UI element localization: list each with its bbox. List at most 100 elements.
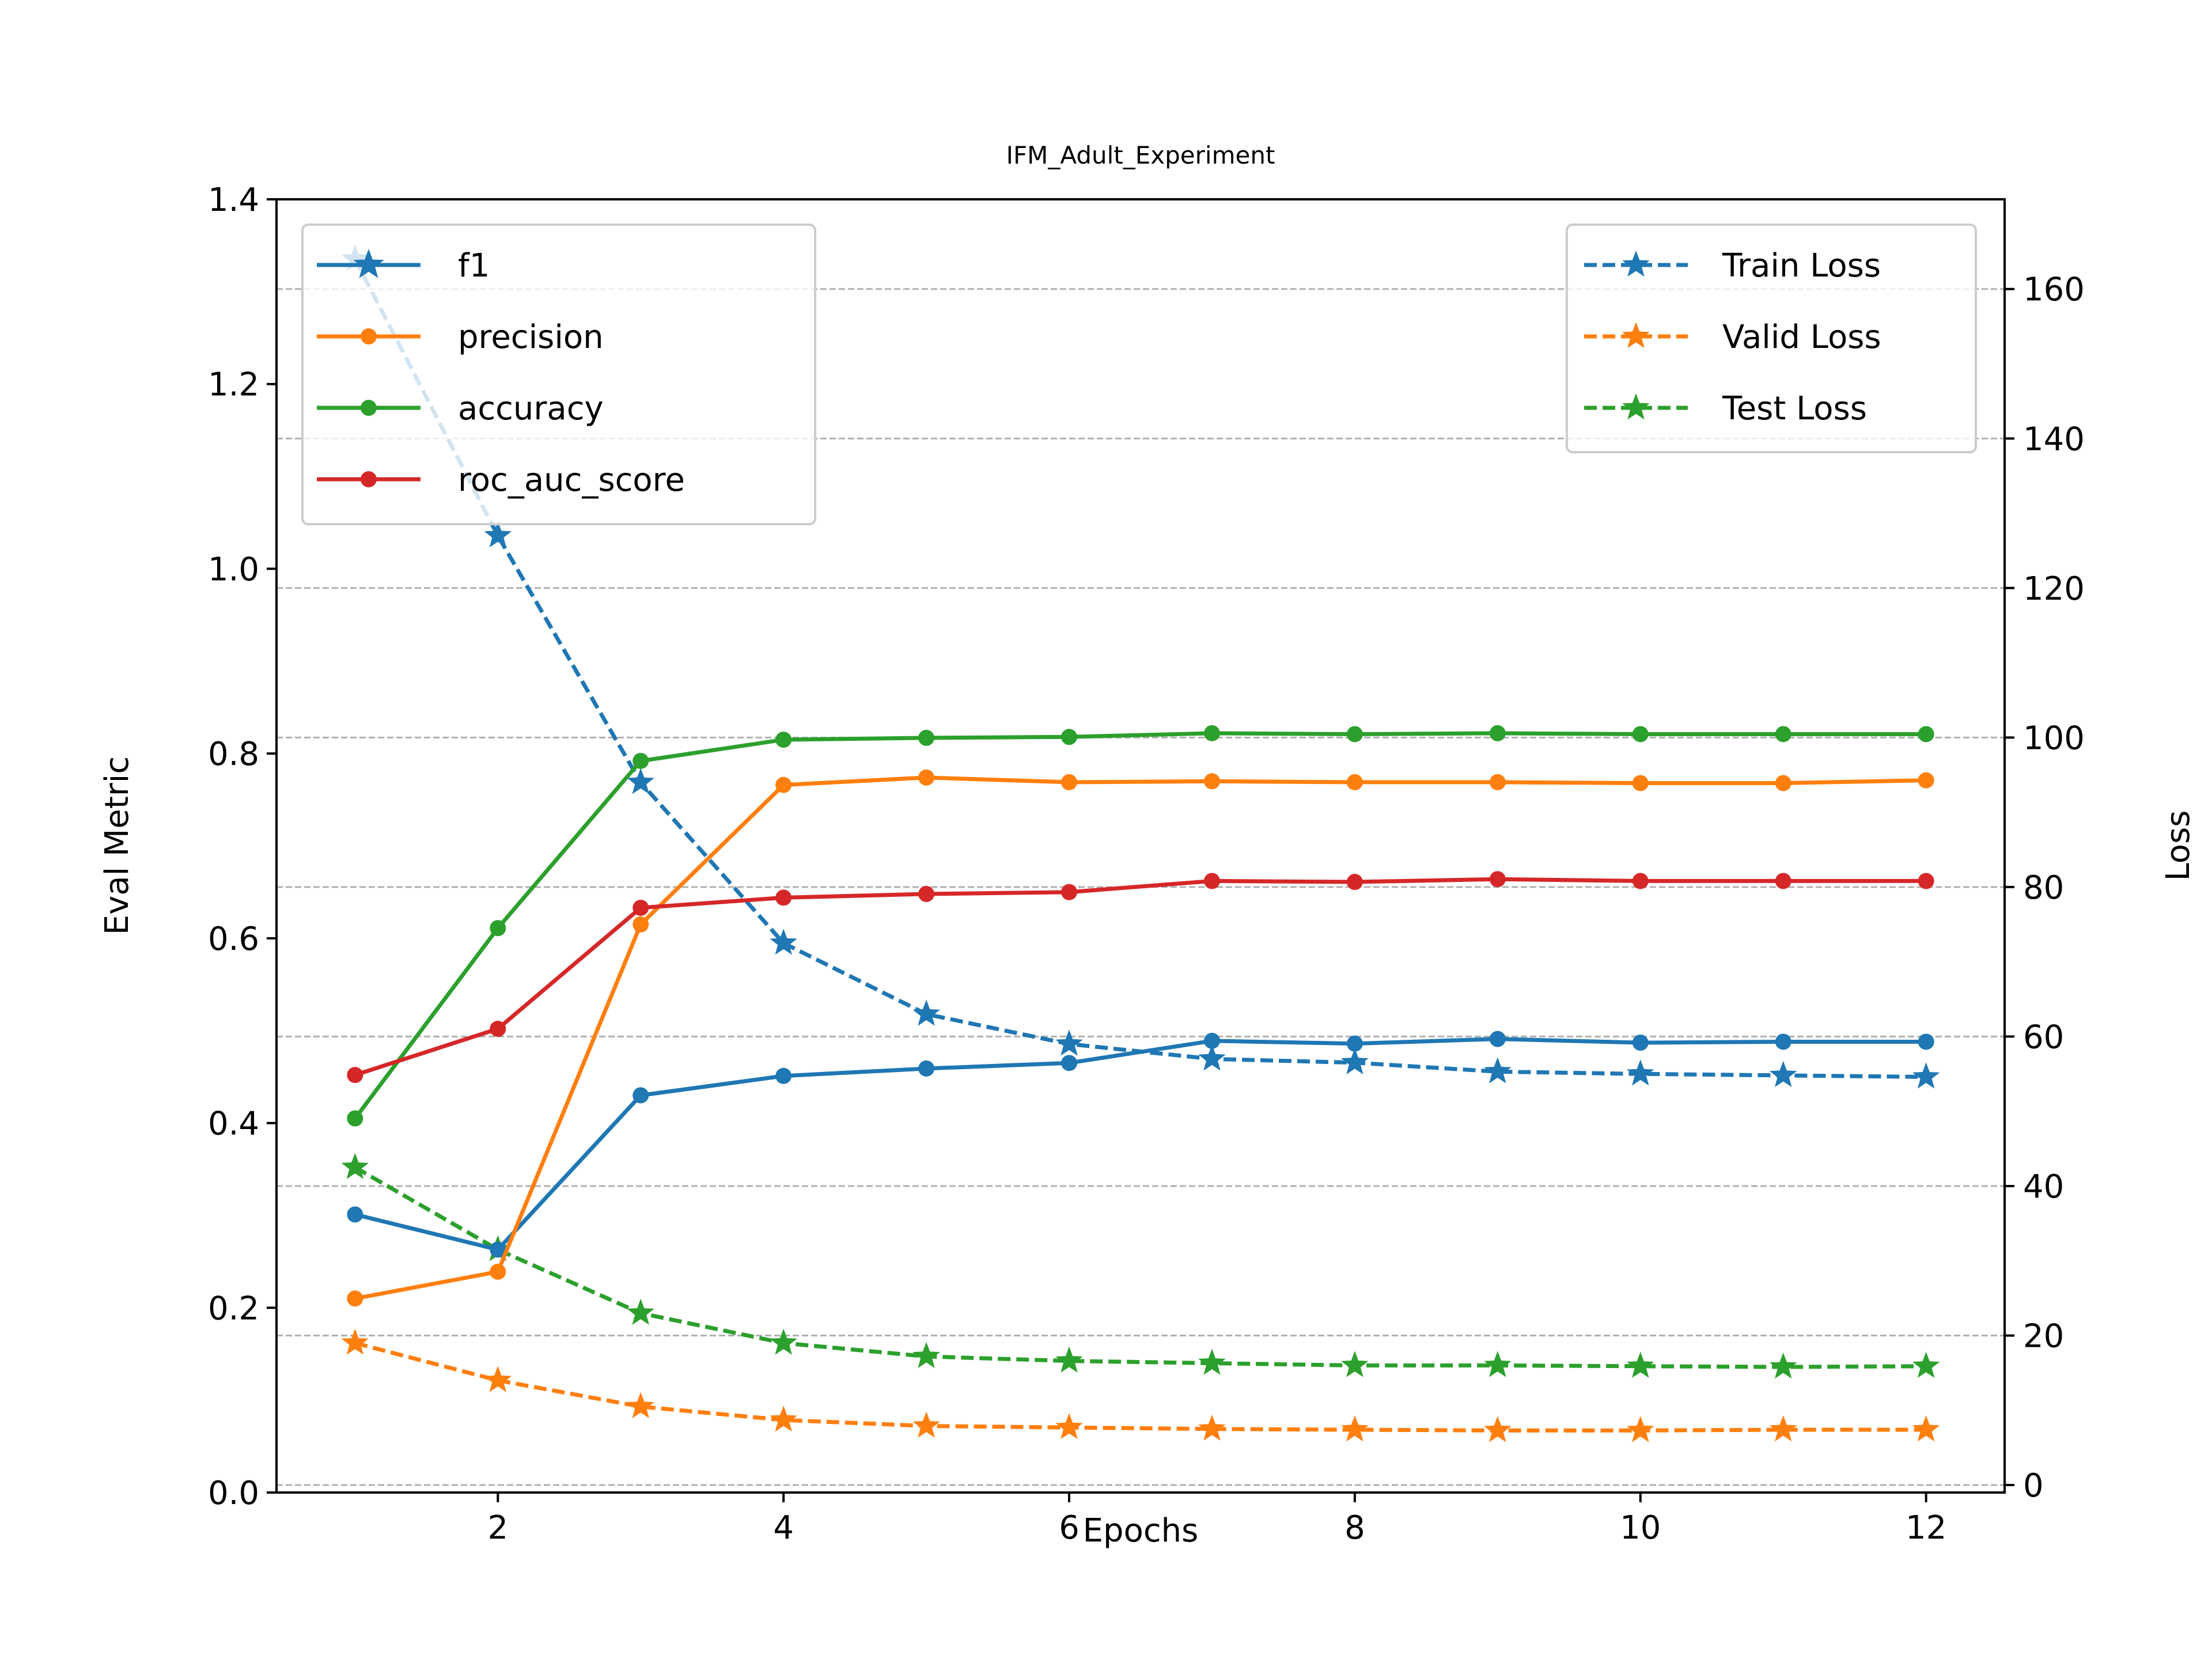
x-tick-label-2: 2: [487, 1509, 508, 1547]
loss-point-1-6: [1198, 1414, 1226, 1441]
metric-legend-label-2: accuracy: [458, 390, 604, 427]
loss-legend-label-0: Train Loss: [1722, 247, 1881, 285]
loss-point-1-5: [1055, 1413, 1083, 1440]
y-tick-label-1.4: 1.4: [208, 181, 259, 219]
loss-point-2-8: [1484, 1351, 1512, 1377]
metric-point-2-9: [1632, 726, 1649, 743]
metric-point-3-7: [1346, 874, 1363, 891]
loss-point-1-11: [1912, 1415, 1940, 1442]
metric-point-0-4: [918, 1060, 935, 1077]
loss-point-1-2: [627, 1392, 654, 1418]
loss-point-2-11: [1912, 1351, 1940, 1378]
metric-point-1-6: [1203, 773, 1220, 790]
loss-legend-marker-0: [1622, 251, 1650, 277]
y2-tick-label-140: 140: [2023, 421, 2085, 458]
metric-point-3-9: [1632, 873, 1649, 889]
loss-point-1-1: [484, 1366, 512, 1392]
y2-axis-label: Loss: [2160, 810, 2197, 881]
y-axis-label: Eval Metric: [99, 756, 136, 935]
metric-point-1-8: [1489, 774, 1506, 790]
metric-point-3-1: [490, 1021, 506, 1037]
loss-point-2-0: [341, 1153, 369, 1179]
metric-legend-marker-2: [361, 400, 377, 416]
loss-legend-label-1: Valid Loss: [1722, 319, 1881, 356]
loss-point-0-1: [484, 521, 512, 548]
loss-legend-label-2: Test Loss: [1722, 390, 1867, 427]
y2-tick-label-40: 40: [2023, 1168, 2064, 1206]
plot-series: [341, 244, 1940, 1442]
metric-point-1-9: [1632, 775, 1649, 791]
metric-point-0-7: [1346, 1035, 1363, 1052]
loss-point-0-5: [1055, 1029, 1083, 1056]
plot-frame: [275, 198, 2006, 1494]
metric-point-0-1: [490, 1241, 506, 1258]
metric-legend-label-3: roc_auc_score: [458, 461, 685, 499]
metric-point-2-5: [1061, 729, 1078, 745]
chart-title: IFM_Adult_Experiment: [1006, 141, 1275, 169]
x-tick-label-10: 10: [1620, 1509, 1661, 1547]
x-tick-label-8: 8: [1344, 1509, 1365, 1547]
y2-tick-label-80: 80: [2023, 869, 2064, 907]
metric-point-3-3: [775, 889, 792, 906]
metric-legend-label-0: f1: [458, 247, 490, 285]
metric-legend-marker-0: [353, 249, 384, 278]
metric-point-1-10: [1775, 775, 1791, 791]
metric-legend-box: [301, 224, 816, 525]
metric-series-line-3: [354, 877, 1926, 1077]
loss-point-2-6: [1198, 1349, 1226, 1375]
loss-point-1-10: [1769, 1415, 1797, 1442]
loss-point-0-11: [1912, 1062, 1940, 1089]
loss-point-0-8: [1484, 1057, 1512, 1084]
metric-point-0-10: [1775, 1033, 1791, 1050]
metric-point-3-2: [632, 899, 649, 916]
y-tick-label-1.0: 1.0: [208, 551, 259, 588]
y-tick-label-0.4: 0.4: [208, 1105, 259, 1143]
metric-series-line-1: [354, 775, 1926, 1301]
loss-point-0-2: [627, 768, 654, 794]
metric-point-3-8: [1489, 871, 1506, 888]
x-tick-label-4: 4: [773, 1509, 794, 1547]
loss-point-1-0: [341, 1328, 369, 1355]
loss-point-0-4: [912, 999, 940, 1026]
metric-point-0-3: [775, 1067, 792, 1084]
y-tick-label-0.2: 0.2: [208, 1290, 259, 1327]
loss-point-2-9: [1627, 1351, 1654, 1378]
y-tick-label-0.6: 0.6: [208, 921, 259, 958]
metric-point-3-0: [347, 1067, 363, 1084]
metric-point-0-6: [1203, 1032, 1220, 1049]
loss-point-2-4: [912, 1342, 940, 1368]
y2-tick-label-120: 120: [2023, 570, 2085, 608]
axes: 2 4 6 8 10 12 0.0 0.2 0.4 0.6 0.8 1.0 1.2 1.4 0 20 40 60 8…: [208, 181, 2085, 1547]
metric-point-1-11: [1918, 772, 1934, 789]
metric-point-2-7: [1346, 726, 1363, 743]
legends: f1 precision accuracy roc_auc_score Train Lo…: [301, 224, 1977, 525]
loss-point-1-7: [1341, 1415, 1369, 1442]
metric-point-1-1: [490, 1263, 506, 1280]
metric-point-2-8: [1489, 725, 1506, 741]
metric-point-2-6: [1203, 725, 1220, 741]
y-tick-label-0.8: 0.8: [208, 736, 259, 773]
loss-point-2-2: [627, 1298, 654, 1325]
x-tick-label-6: 6: [1059, 1509, 1080, 1547]
metric-point-2-11: [1918, 726, 1934, 743]
loss-point-2-5: [1055, 1346, 1083, 1373]
metric-point-1-2: [632, 916, 649, 933]
metric-point-0-11: [1918, 1033, 1934, 1050]
loss-point-1-3: [770, 1406, 797, 1432]
y2-tick-label-160: 160: [2023, 271, 2085, 309]
loss-point-1-9: [1627, 1416, 1654, 1442]
metric-point-0-8: [1489, 1031, 1506, 1047]
metric-point-2-2: [632, 752, 649, 769]
metric-point-0-5: [1061, 1055, 1078, 1071]
metric-point-2-0: [347, 1110, 363, 1127]
metric-point-2-10: [1775, 726, 1791, 743]
loss-legend-marker-1: [1622, 322, 1650, 349]
metric-series-line-2: [353, 731, 1926, 1120]
loss-point-2-10: [1769, 1353, 1797, 1379]
metric-legend-marker-1: [361, 328, 377, 344]
metric-point-3-5: [1061, 884, 1078, 900]
loss-series-line-2: [354, 1165, 1926, 1369]
metric-point-1-0: [347, 1290, 363, 1307]
y2-tick-label-100: 100: [2023, 719, 2085, 757]
metric-point-0-0: [347, 1206, 363, 1223]
